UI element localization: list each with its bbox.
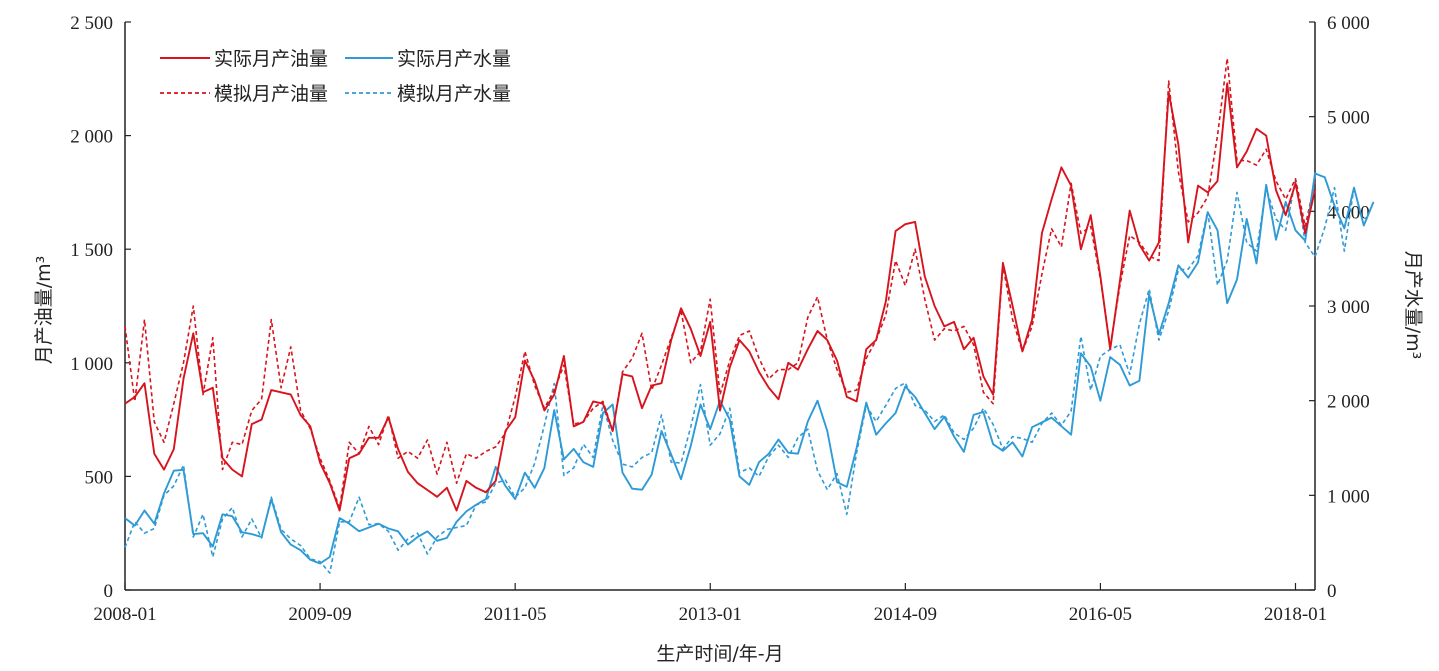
- left-y-tick-label: 1 000: [70, 354, 113, 375]
- x-axis-title: 生产时间/年-月: [656, 643, 783, 665]
- right-y-tick-label: 5 000: [1327, 108, 1370, 129]
- legend: 实际月产油量 实际月产水量 模拟月产油量 模拟月产水量: [160, 48, 511, 105]
- x-tick-label: 2013-01: [679, 604, 742, 625]
- right-y-tick-label: 2 000: [1327, 392, 1370, 413]
- x-tick-label: 2008-01: [93, 604, 156, 625]
- legend-label-water-actual: 实际月产水量: [397, 48, 511, 70]
- x-tick-label: 2009-09: [288, 604, 351, 625]
- legend-label-oil-actual: 实际月产油量: [214, 48, 328, 70]
- series-line-simulated-oil: [124, 57, 1316, 510]
- legend-item-water-simulated: 模拟月产水量: [345, 83, 511, 105]
- x-tick-label: 2014-09: [874, 604, 937, 625]
- right-y-tick-label: 3 000: [1327, 297, 1370, 318]
- left-y-axis: 0 500 1 000 1 500 2 000 2 500: [70, 13, 131, 602]
- right-y-tick-label: 6 000: [1327, 13, 1370, 34]
- x-axis: 2008-01 2009-09 2011-05 2013-01 2014-09 2016-…: [93, 583, 1327, 625]
- left-y-tick-label: 2 000: [70, 127, 113, 148]
- series-layer: [124, 57, 1375, 574]
- left-y-tick-label: 2 500: [70, 13, 113, 34]
- x-tick-label: 2018-01: [1264, 604, 1327, 625]
- right-y-tick-label: 0: [1327, 581, 1337, 602]
- right-y-tick-label: 1 000: [1327, 486, 1370, 507]
- legend-item-oil-actual: 实际月产油量: [160, 48, 328, 70]
- left-y-tick-label: 1 500: [70, 240, 113, 261]
- legend-label-oil-simulated: 模拟月产油量: [214, 83, 328, 105]
- right-y-axis-title: 月产水量/m³: [1402, 251, 1424, 360]
- left-y-tick-label: 500: [85, 467, 114, 488]
- plot-frame: [124, 22, 1316, 591]
- legend-item-oil-simulated: 模拟月产油量: [160, 83, 328, 105]
- x-tick-label: 2011-05: [484, 604, 547, 625]
- series-line-actual-water: [124, 172, 1375, 565]
- series-line-simulated-water: [124, 179, 1355, 574]
- left-y-tick-label: 0: [104, 581, 114, 602]
- x-tick-label: 2016-05: [1069, 604, 1132, 625]
- legend-item-water-actual: 实际月产水量: [345, 48, 511, 70]
- left-y-axis-title: 月产油量/m³: [33, 256, 55, 365]
- series-line-actual-oil: [124, 82, 1316, 512]
- legend-label-water-simulated: 模拟月产水量: [397, 83, 511, 105]
